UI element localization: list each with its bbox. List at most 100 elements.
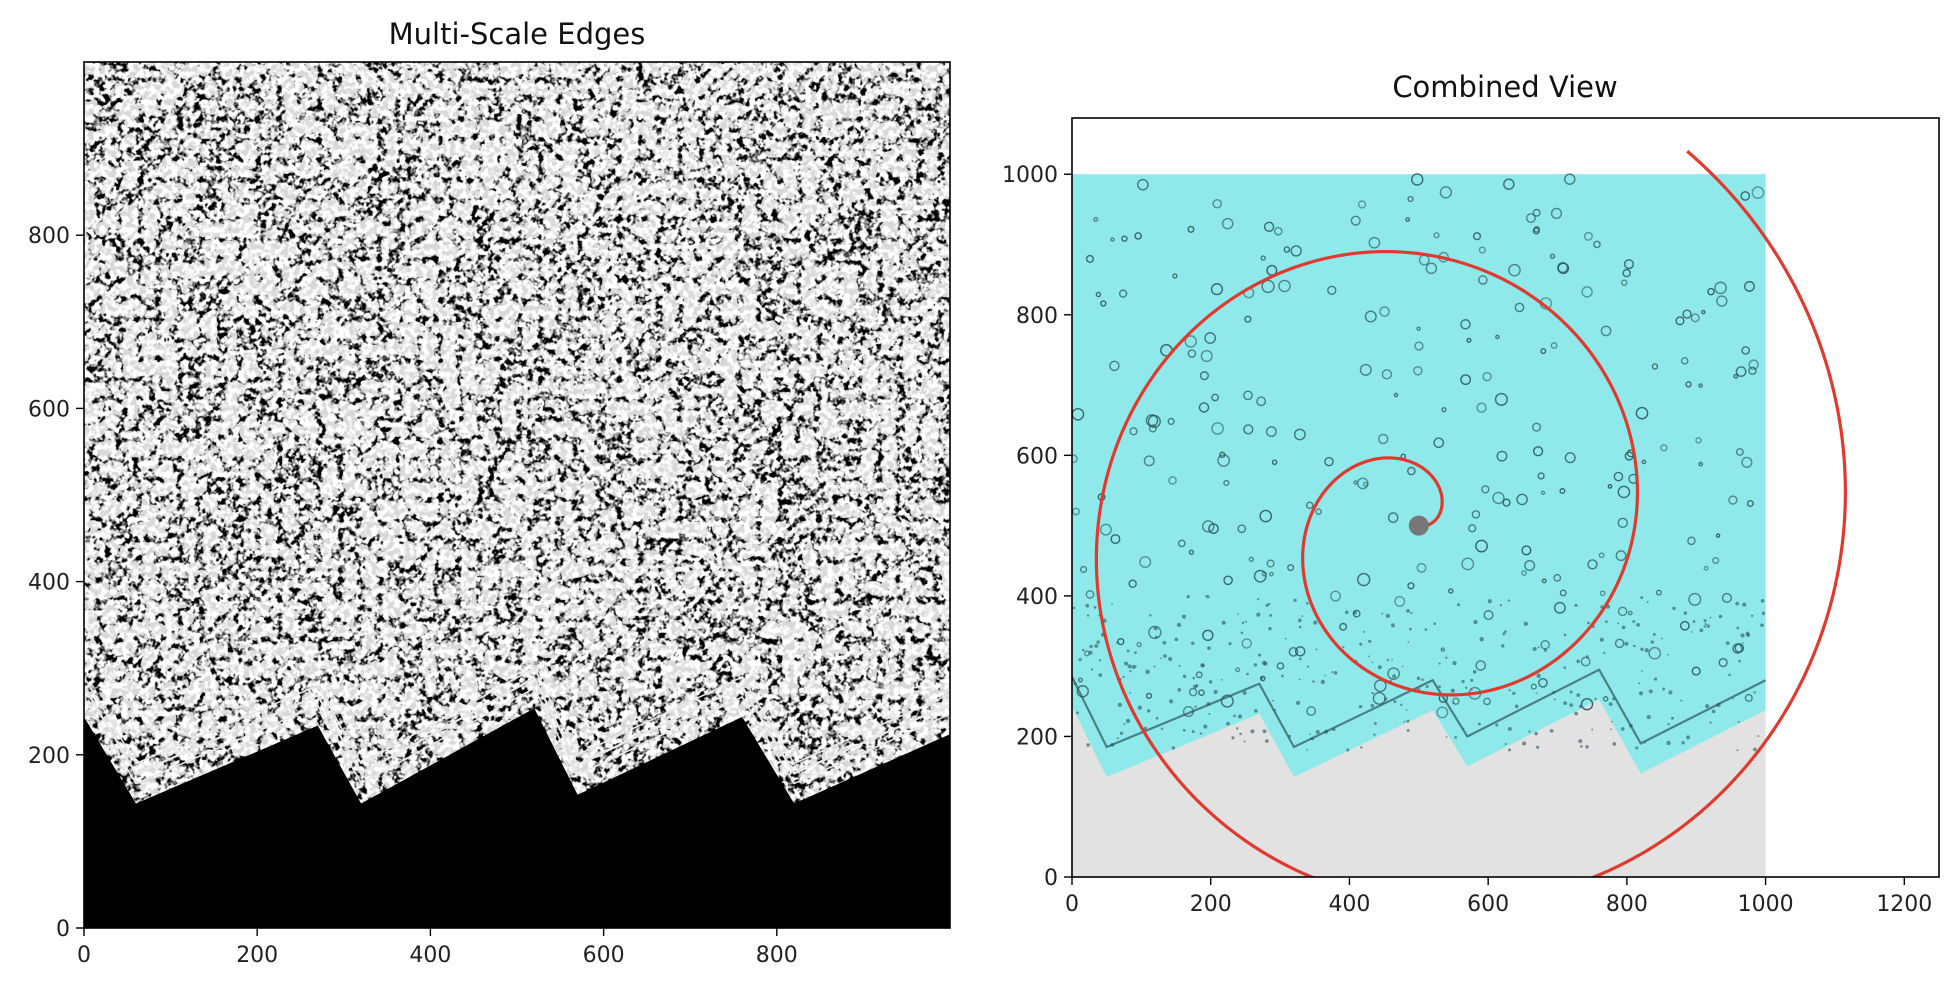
image-spot bbox=[1079, 565, 1088, 574]
image-speck bbox=[1633, 644, 1636, 648]
image-speck bbox=[1240, 631, 1244, 635]
y-tick-label: 200 bbox=[28, 744, 70, 769]
image-speck bbox=[1129, 692, 1132, 694]
image-speck bbox=[1088, 650, 1093, 655]
image-spot bbox=[1732, 643, 1743, 654]
x-tick-label: 600 bbox=[1467, 892, 1509, 917]
image-speck bbox=[1454, 736, 1457, 739]
image-speck bbox=[1632, 620, 1636, 623]
image-speck bbox=[1241, 621, 1245, 624]
image-spot bbox=[1714, 281, 1727, 295]
image-speck bbox=[1406, 609, 1410, 613]
image-spot bbox=[1495, 334, 1500, 340]
image-speck bbox=[1391, 658, 1393, 661]
edges-axes-frame bbox=[83, 61, 951, 929]
image-speck bbox=[1445, 656, 1448, 659]
image-speck bbox=[1371, 691, 1374, 695]
image-spot bbox=[1718, 657, 1728, 668]
image-speck bbox=[1242, 690, 1247, 696]
image-speck bbox=[1692, 620, 1696, 623]
image-spot bbox=[1559, 487, 1566, 494]
image-speck bbox=[1507, 726, 1512, 731]
image-speck bbox=[1732, 697, 1735, 700]
image-speck bbox=[1235, 727, 1239, 730]
image-spot bbox=[1617, 517, 1628, 529]
image-speck bbox=[1226, 721, 1230, 726]
image-spot bbox=[1741, 456, 1753, 468]
image-spot bbox=[1468, 524, 1477, 533]
image-speck bbox=[1237, 613, 1239, 615]
image-speck bbox=[1725, 641, 1730, 645]
image-speck bbox=[1438, 685, 1441, 689]
image-speck bbox=[1256, 612, 1261, 617]
image-speck bbox=[1563, 633, 1567, 637]
image-spot bbox=[1201, 520, 1215, 533]
image-spot bbox=[1324, 456, 1334, 467]
image-spot bbox=[1237, 524, 1247, 534]
image-speck bbox=[1320, 679, 1326, 685]
image-speck bbox=[1181, 614, 1187, 619]
image-spot bbox=[1364, 310, 1377, 323]
image-spot bbox=[1617, 606, 1628, 617]
image-speck bbox=[1306, 665, 1309, 668]
image-speck bbox=[1258, 653, 1262, 657]
image-spot bbox=[1077, 677, 1083, 683]
image-speck bbox=[1472, 670, 1477, 674]
image-spot bbox=[1387, 512, 1399, 523]
image-speck bbox=[1163, 654, 1167, 658]
image-speck bbox=[1569, 703, 1574, 707]
image-speck bbox=[1253, 663, 1258, 667]
image-spot bbox=[1219, 451, 1226, 459]
image-speck bbox=[1528, 730, 1531, 733]
image-speck bbox=[1358, 704, 1363, 709]
image-spot bbox=[1482, 371, 1492, 382]
edges-boundary-line bbox=[84, 667, 950, 765]
image-speck bbox=[1452, 661, 1457, 666]
image-spot bbox=[1472, 232, 1482, 241]
image-spot bbox=[1580, 656, 1591, 667]
image-spot bbox=[1330, 590, 1341, 602]
image-spot bbox=[1288, 647, 1299, 657]
image-speck bbox=[1672, 606, 1676, 611]
image-speck bbox=[1178, 664, 1181, 668]
image-spot bbox=[1615, 550, 1627, 562]
image-speck bbox=[1273, 708, 1277, 711]
x-tick-label: 0 bbox=[77, 943, 91, 968]
image-speck bbox=[1522, 741, 1527, 746]
image-spot bbox=[1261, 279, 1275, 294]
image-speck bbox=[1495, 723, 1499, 727]
image-speck bbox=[1599, 637, 1604, 642]
image-speck bbox=[1703, 619, 1707, 623]
image-speck bbox=[1264, 739, 1269, 743]
image-speck bbox=[1610, 728, 1613, 731]
image-speck bbox=[1456, 603, 1461, 607]
image-speck bbox=[1298, 657, 1302, 661]
image-spot bbox=[1305, 501, 1314, 510]
image-spot bbox=[1602, 696, 1609, 702]
image-speck bbox=[1260, 676, 1264, 680]
image-spot bbox=[1433, 232, 1440, 239]
image-speck bbox=[1182, 674, 1187, 679]
image-spot bbox=[1110, 534, 1121, 545]
image-speck bbox=[1549, 728, 1554, 733]
image-spot bbox=[1524, 560, 1536, 572]
image-spot bbox=[1359, 363, 1372, 376]
image-spot bbox=[1685, 381, 1692, 388]
image-spot bbox=[1715, 533, 1721, 538]
image-speck bbox=[1671, 716, 1674, 720]
image-speck bbox=[1167, 656, 1173, 662]
image-spot bbox=[1703, 565, 1709, 571]
image-speck bbox=[1736, 749, 1739, 752]
image-speck bbox=[1324, 674, 1327, 677]
image-speck bbox=[1193, 684, 1198, 689]
image-speck bbox=[1716, 702, 1721, 708]
image-speck bbox=[1332, 727, 1336, 732]
image-spot bbox=[1744, 280, 1755, 292]
image-spot bbox=[1378, 433, 1389, 445]
image-speck bbox=[1617, 622, 1620, 625]
image-speck bbox=[1504, 742, 1507, 746]
image-speck bbox=[1668, 690, 1673, 695]
image-spot bbox=[1394, 596, 1406, 607]
image-spot bbox=[1541, 578, 1547, 584]
image-speck bbox=[1315, 729, 1320, 734]
